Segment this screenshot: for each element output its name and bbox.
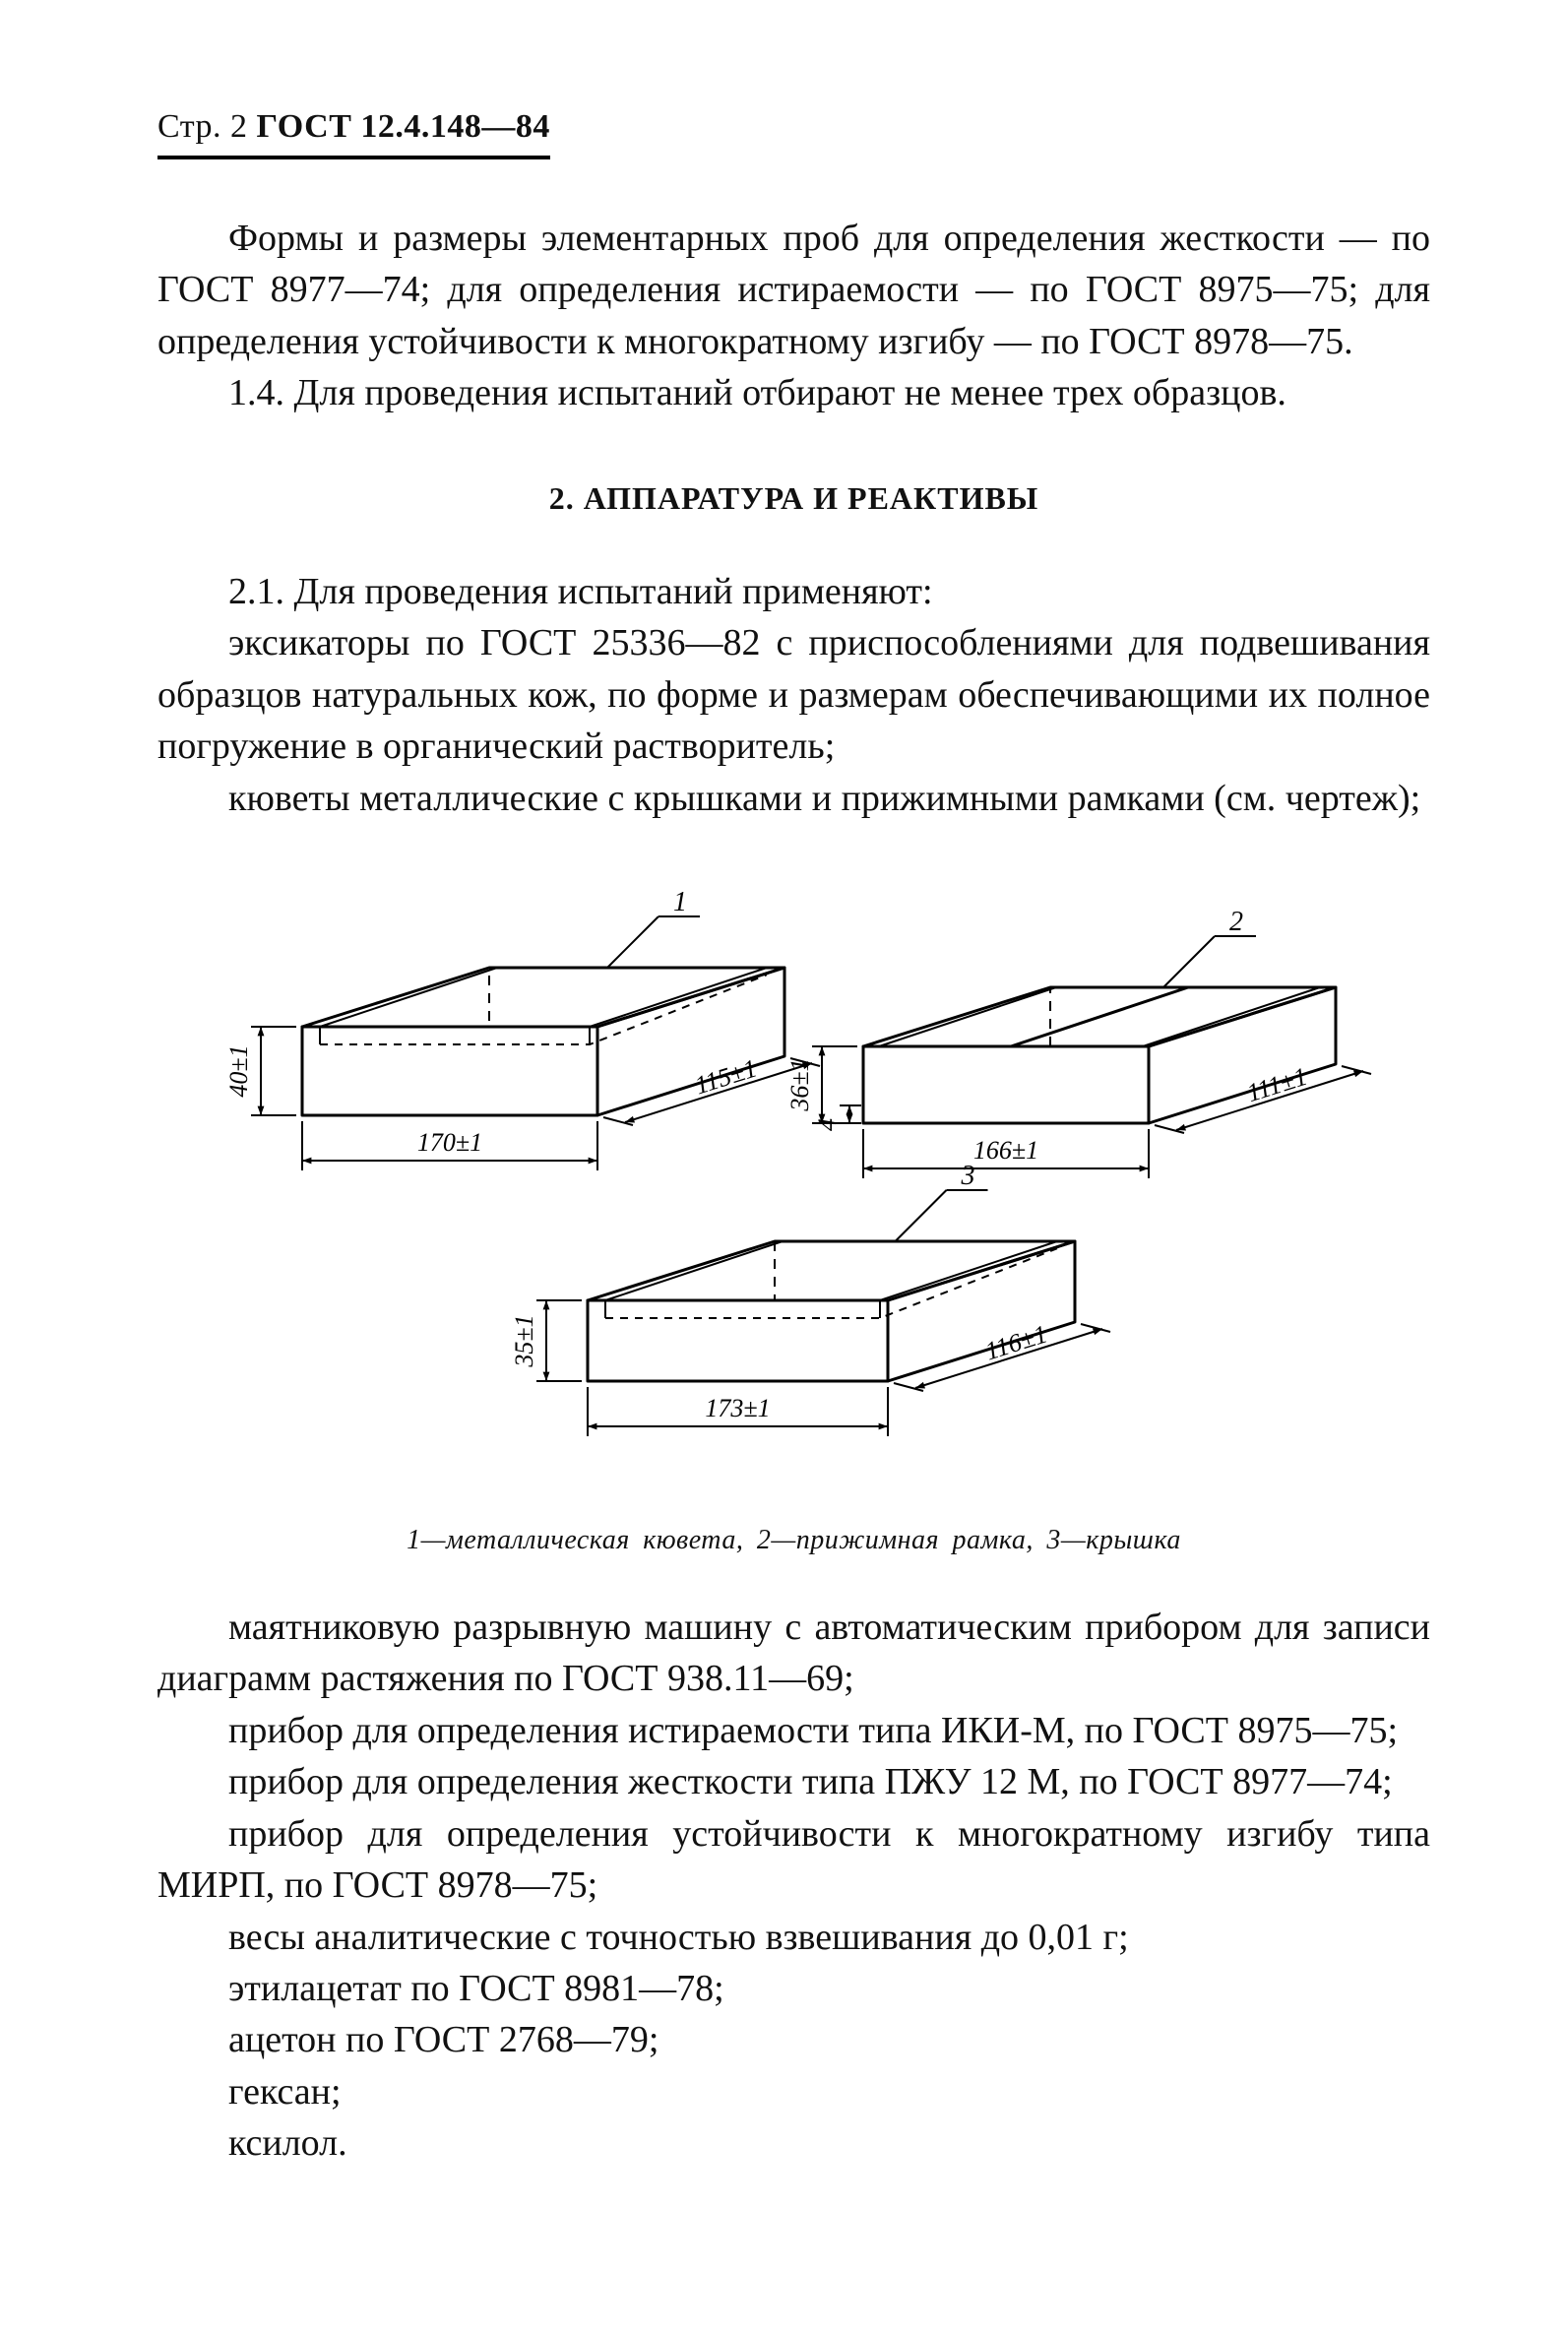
paragraph-text: прибор для определения истираемости типа… — [228, 1710, 1398, 1751]
svg-text:170±1: 170±1 — [416, 1128, 481, 1157]
svg-text:1: 1 — [673, 887, 687, 917]
caption-text-2: —прижимная рамка, — [771, 1525, 1046, 1555]
paragraph-scales: весы аналитические с точностью взвешиван… — [157, 1912, 1430, 1963]
paragraph-text: весы аналитические с точностью взвешиван… — [228, 1917, 1129, 1958]
paragraph-pendulum: маятниковую разрывную машину с автоматич… — [157, 1602, 1430, 1705]
paragraph-2-1: 2.1. Для проведения испытаний применяют: — [157, 566, 1430, 617]
paragraph-cuvettes: кюветы металлические с крышками и прижим… — [157, 773, 1430, 824]
paragraph-text: эксикаторы по ГОСТ 25336—82 с приспособл… — [157, 622, 1430, 767]
svg-text:4: 4 — [813, 1118, 842, 1131]
paragraph-text: маятниковую разрывную машину с автоматич… — [157, 1607, 1430, 1699]
caption-text-1: —металлическая кювета, — [421, 1525, 757, 1555]
paragraph-text: ацетон по ГОСТ 2768—79; — [228, 2019, 659, 2060]
paragraph-xylene: ксилол. — [157, 2117, 1430, 2169]
svg-text:35±1: 35±1 — [510, 1314, 538, 1367]
paragraph-text: прибор для определения устойчивости к мн… — [157, 1813, 1430, 1906]
paragraph-exsiccators: эксикаторы по ГОСТ 25336—82 с приспособл… — [157, 617, 1430, 772]
svg-text:166±1: 166±1 — [972, 1136, 1037, 1165]
caption-idx-3: 3 — [1046, 1525, 1061, 1555]
svg-text:3: 3 — [960, 1161, 974, 1191]
figure-svg: 170±1115±140±114166±1111±136±12173±1116±… — [214, 869, 1375, 1499]
paragraph-text: ксилол. — [228, 2122, 347, 2164]
paragraph-ethylacetate: этилацетат по ГОСТ 8981—78; — [157, 1963, 1430, 2014]
page-header: Стр. 2 ГОСТ 12.4.148—84 — [157, 108, 550, 159]
paragraph-mirp: прибор для определения устойчивости к мн… — [157, 1808, 1430, 1912]
section-title-2: 2. АППАРАТУРА И РЕАКТИВЫ — [157, 480, 1430, 517]
paragraph-text: гексан; — [228, 2071, 342, 2113]
caption-idx-2: 2 — [757, 1525, 772, 1555]
svg-text:40±1: 40±1 — [224, 1044, 253, 1097]
paragraph-text: прибор для определения жесткости типа ПЖ… — [228, 1761, 1393, 1802]
standard-code: ГОСТ 12.4.148—84 — [257, 108, 550, 145]
paragraph-forms: Формы и размеры элементарных проб для оп… — [157, 213, 1430, 367]
paragraph-text: 2.1. Для проведения испытаний применяют: — [228, 571, 933, 612]
paragraph-hexane: гексан; — [157, 2066, 1430, 2117]
paragraph-text: Формы и размеры элементарных проб для оп… — [157, 218, 1430, 362]
paragraph-iki-m: прибор для определения истираемости типа… — [157, 1705, 1430, 1756]
svg-text:173±1: 173±1 — [705, 1394, 770, 1422]
paragraph-acetone: ацетон по ГОСТ 2768—79; — [157, 2014, 1430, 2065]
page-number-label: Стр. 2 — [157, 108, 257, 145]
caption-idx-1: 1 — [407, 1525, 421, 1555]
document-page: Стр. 2 ГОСТ 12.4.148—84 Формы и размеры … — [0, 0, 1568, 2334]
paragraph-text: 1.4. Для проведения испытаний отбирают н… — [228, 372, 1286, 413]
caption-text-3: —крышка — [1061, 1525, 1181, 1555]
figure-cuvettes: 170±1115±140±114166±1111±136±12173±1116±… — [157, 869, 1430, 1499]
paragraph-pzhu: прибор для определения жесткости типа ПЖ… — [157, 1756, 1430, 1807]
paragraph-text: этилацетат по ГОСТ 8981—78; — [228, 1968, 724, 2009]
figure-caption: 1—металлическая кювета, 2—прижимная рамк… — [157, 1525, 1430, 1556]
paragraph-text: кюветы металлические с крышками и прижим… — [228, 778, 1420, 819]
svg-text:36±1: 36±1 — [785, 1058, 814, 1111]
paragraph-1-4: 1.4. Для проведения испытаний отбирают н… — [157, 367, 1430, 418]
svg-text:2: 2 — [1229, 907, 1243, 937]
